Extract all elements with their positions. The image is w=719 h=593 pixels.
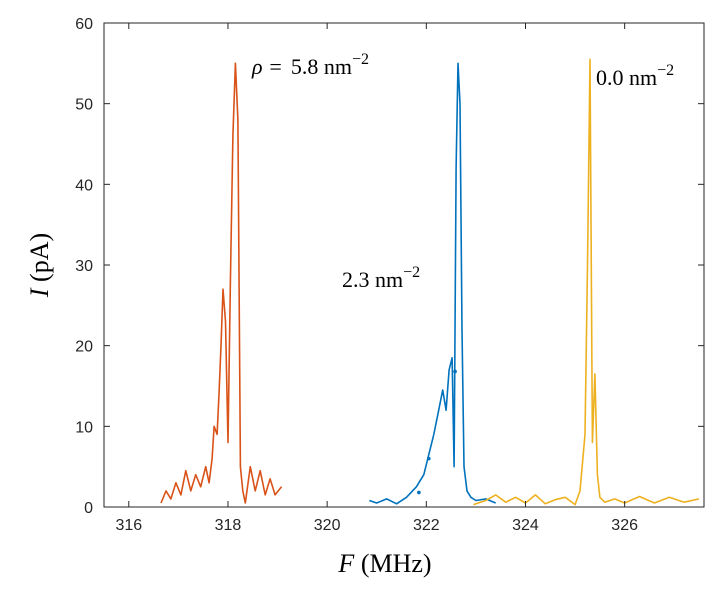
x-axis-label: F (MHz) bbox=[337, 549, 431, 578]
y-tick-label: 30 bbox=[75, 258, 93, 275]
y-axis-label: I (pA) bbox=[25, 233, 54, 298]
y-tick-label: 10 bbox=[75, 419, 93, 436]
x-tick-label: 320 bbox=[314, 517, 341, 534]
x-tick-label: 316 bbox=[115, 517, 142, 534]
annotation-0-0: 0.0 nm−2 bbox=[596, 62, 674, 90]
y-tick-label: 20 bbox=[75, 339, 93, 356]
x-tick-label: 318 bbox=[215, 517, 242, 534]
x-tick-label: 326 bbox=[611, 517, 638, 534]
annotation-2-3: 2.3 nm−2 bbox=[342, 264, 420, 292]
series-line-5-8 bbox=[160, 62, 283, 504]
series-point-2-3 bbox=[417, 490, 421, 495]
y-tick-label: 60 bbox=[75, 16, 93, 33]
x-tick-label: 324 bbox=[512, 517, 539, 534]
series-point-2-3 bbox=[426, 456, 431, 461]
series-point-2-3 bbox=[453, 369, 457, 374]
series-line-2-3 bbox=[369, 62, 497, 505]
series-line-0-0 bbox=[473, 58, 700, 506]
y-tick-label: 40 bbox=[75, 177, 93, 194]
x-tick-label: 322 bbox=[413, 517, 440, 534]
annotation-rho-5-8: ρ = 5.8 nm−2 bbox=[251, 51, 369, 79]
y-tick-label: 50 bbox=[75, 97, 93, 114]
ticks-layer: 316 318 320 322 324 326 0 10 20 30 40 50 60 bbox=[75, 16, 704, 534]
series-layer bbox=[160, 58, 700, 506]
y-tick-label: 0 bbox=[84, 500, 93, 517]
